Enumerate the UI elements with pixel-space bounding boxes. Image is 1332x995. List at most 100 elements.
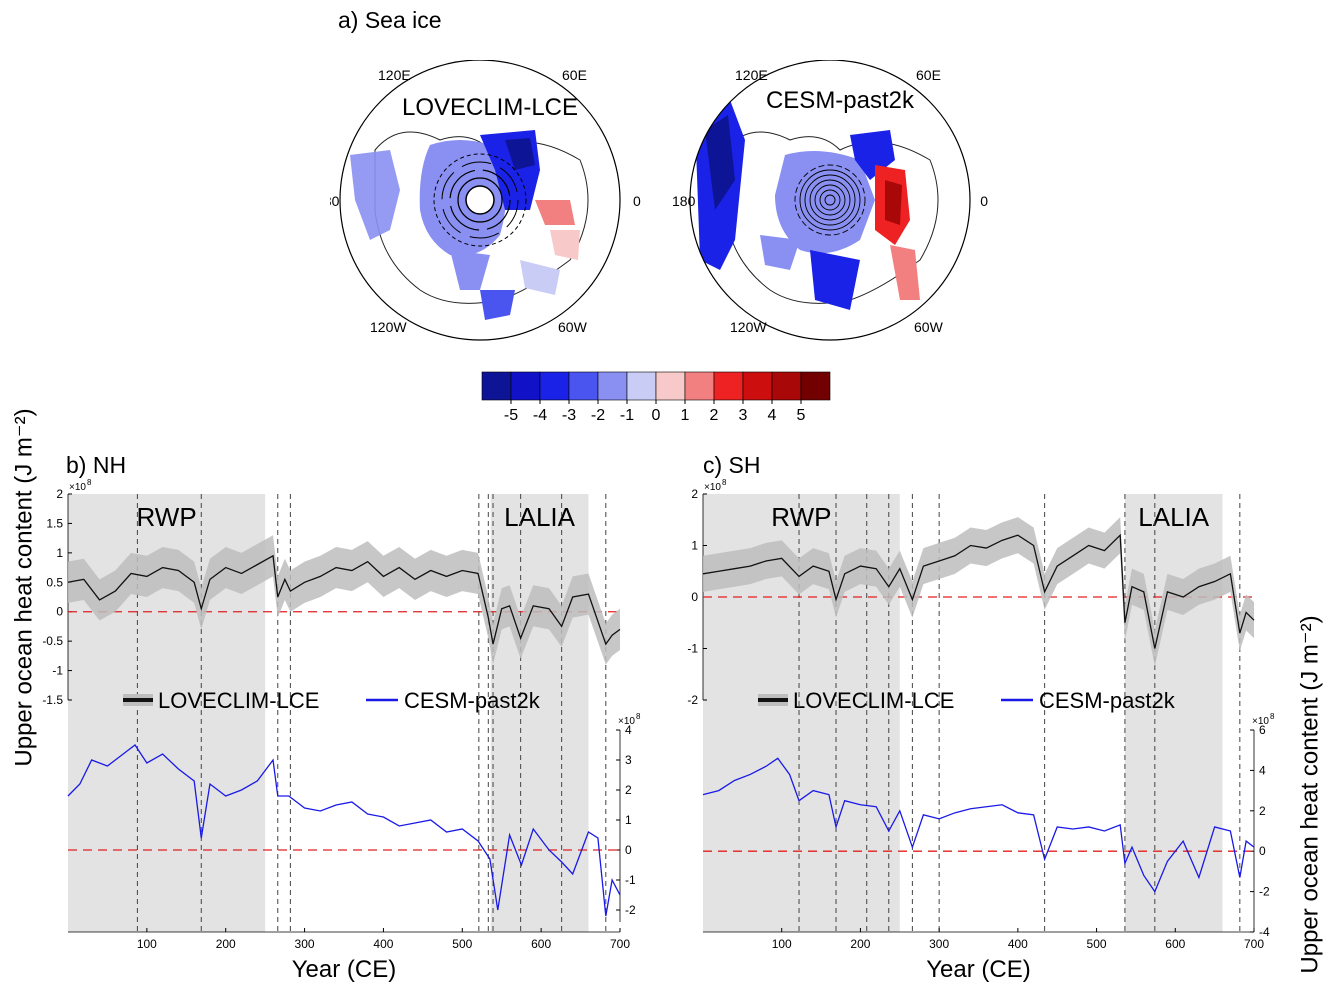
x-tick-label: 700 [1244, 937, 1264, 951]
lon-label: 60E [916, 67, 941, 83]
y-multiplier: ×10 [69, 482, 86, 493]
colorbar-tick-label: 3 [739, 407, 748, 424]
colorbar-cell [539, 371, 570, 401]
colorbar: -5 -4 -3 -2 -1 0 1 2 3 4 5 [481, 371, 831, 424]
colorbar-tick-label: 2 [710, 407, 719, 424]
colorbar-tick-label: -1 [620, 407, 634, 424]
legend-label-loveclim: LOVECLIM-LCE [158, 688, 319, 713]
colorbar-tick-label: 0 [652, 407, 661, 424]
period-label: LALIA [1138, 502, 1209, 532]
shaded-period [490, 494, 589, 932]
y-tick-label: 0 [691, 590, 698, 604]
loveclim-spread-band [703, 517, 1254, 667]
y-tick-label: 2 [56, 487, 63, 501]
y-tick-label: 2 [1259, 804, 1266, 818]
y-tick-label: 1 [691, 539, 698, 553]
lon-label: 120W [370, 319, 407, 335]
colorbar-tick-label: -5 [504, 407, 518, 424]
lon-label: 60W [914, 319, 944, 335]
cesm-map [690, 60, 970, 340]
legend-label-cesm: CESM-past2k [404, 688, 541, 713]
lon-label: 60E [562, 67, 587, 83]
x-tick-label: 200 [216, 937, 236, 951]
panel-a-title: a) Sea ice [338, 7, 442, 33]
colorbar-cell [713, 371, 744, 401]
x-tick-label: 300 [929, 937, 949, 951]
colorbar-cell [800, 371, 831, 401]
y-tick-label: -2 [625, 903, 636, 917]
loveclim-map-title: LOVECLIM-LCE [402, 94, 578, 121]
y-multiplier: ×10 [1252, 716, 1269, 727]
lon-label: 120E [378, 67, 411, 83]
y-tick-label: -1 [52, 664, 63, 678]
colorbar-cell [771, 371, 802, 401]
loveclim-spread-band [68, 535, 620, 665]
x-tick-label: 400 [1008, 937, 1028, 951]
lon-label: 180 [672, 193, 696, 209]
y-tick-label: 0 [56, 605, 63, 619]
y-tick-label: -2 [1259, 885, 1270, 899]
x-axis-label: Year (CE) [926, 956, 1030, 983]
y-exponent: 8 [722, 478, 727, 487]
x-tick-label: 400 [373, 937, 393, 951]
colorbar-cell [655, 371, 686, 401]
x-tick-label: 300 [295, 937, 315, 951]
lon-label: 0 [633, 193, 641, 209]
y-tick-label: 0.5 [46, 575, 63, 589]
panel-b-title: b) NH [66, 452, 127, 478]
y-tick-label: 3 [625, 753, 632, 767]
colorbar-cell [568, 371, 599, 401]
lon-label: 120W [730, 319, 767, 335]
y-tick-label: 1.5 [46, 516, 63, 530]
y-exponent: 8 [636, 712, 641, 721]
colorbar-cell [510, 371, 541, 401]
lon-label: 120E [735, 67, 768, 83]
legend-label-cesm: CESM-past2k [1039, 688, 1176, 713]
y-tick-label: -1.5 [42, 693, 63, 707]
period-label: LALIA [504, 502, 575, 532]
y-tick-label: -1 [687, 642, 698, 656]
cesm-line [702, 757, 1255, 893]
colorbar-tick-label: 5 [797, 407, 806, 424]
colorbar-tick-label: 4 [768, 407, 777, 424]
x-tick-label: 100 [772, 937, 792, 951]
colorbar-cell [597, 371, 628, 401]
legend-label-loveclim: LOVECLIM-LCE [793, 688, 954, 713]
loveclim-line [67, 554, 621, 646]
colorbar-cell [742, 371, 773, 401]
sea-ice-maps: LOVECLIM-LCE CESM-past2k 120E 60E 180 0 … [330, 60, 988, 341]
x-tick-label: 100 [137, 937, 157, 951]
colorbar-tick-label: 1 [681, 407, 690, 424]
period-label: RWP [136, 502, 196, 532]
x-axis-label: Year (CE) [292, 956, 396, 983]
lon-label: 60W [558, 319, 588, 335]
lon-label: 0 [980, 193, 988, 209]
x-tick-label: 200 [850, 937, 870, 951]
colorbar-tick-label: -3 [562, 407, 576, 424]
y-tick-label: 0 [1259, 844, 1266, 858]
y-tick-label: 4 [1259, 763, 1266, 777]
loveclim-map [340, 60, 620, 340]
y-tick-label: 2 [691, 487, 698, 501]
x-tick-label: 500 [452, 937, 472, 951]
y-tick-label: -1 [625, 873, 636, 887]
y-tick-label: 1 [56, 546, 63, 560]
colorbar-cell [684, 371, 715, 401]
colorbar-cell [481, 371, 512, 401]
lon-label: 180 [330, 193, 340, 209]
cesm-line [67, 744, 621, 917]
cesm-map-title: CESM-past2k [766, 87, 915, 114]
y-exponent: 8 [87, 478, 92, 487]
y-multiplier: ×10 [704, 482, 721, 493]
y-multiplier: ×10 [618, 716, 635, 727]
y-tick-label: -4 [1259, 925, 1270, 939]
panel-c-title: c) SH [703, 452, 761, 478]
colorbar-tick-label: -2 [591, 407, 605, 424]
colorbar-tick-label: -4 [533, 407, 547, 424]
x-tick-label: 500 [1087, 937, 1107, 951]
y-tick-label: 4 [625, 723, 632, 737]
y-tick-label: -0.5 [42, 634, 63, 648]
y-tick-label: 0 [625, 843, 632, 857]
y-tick-label: 1 [625, 813, 632, 827]
